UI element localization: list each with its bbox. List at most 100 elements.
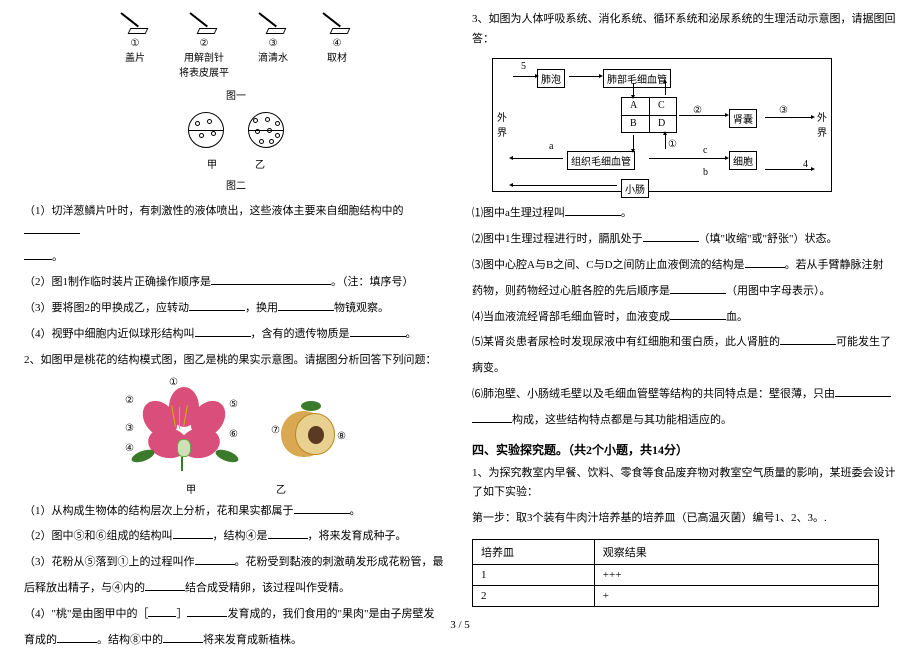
label-jia: 甲	[207, 156, 217, 171]
blank[interactable]	[643, 230, 699, 242]
step3-num: ③	[269, 38, 278, 49]
blank[interactable]	[148, 605, 176, 617]
p1: （1）从构成生物体的结构层次上分析，花和果实都属于。	[24, 502, 448, 522]
arrow	[513, 158, 563, 159]
fig2-caption: 图二	[24, 177, 448, 192]
step3-label: 滴清水	[258, 49, 288, 64]
page-number: 3 / 5	[0, 619, 920, 631]
blank[interactable]	[195, 325, 251, 337]
box-feicap: 肺部毛细血管	[603, 69, 671, 88]
heart-D: D	[658, 118, 665, 129]
step1-label: 盖片	[125, 49, 145, 64]
label-yi: 乙	[255, 156, 265, 171]
q1-end: 。	[24, 248, 448, 268]
q3: （3）要将图2的甲换成乙，应转动，换用物镜观察。	[24, 299, 448, 319]
th1: 培养皿	[473, 540, 595, 565]
lbl-a: a	[549, 141, 553, 152]
arrow	[765, 117, 811, 118]
blank[interactable]	[24, 222, 80, 234]
page: ①盖片 ②用解剖针 将表皮展平 ③滴清水 ④取材 图一	[0, 0, 920, 637]
blank[interactable]	[268, 527, 308, 539]
peach-labels: 甲 乙	[24, 481, 448, 496]
exp-intro: 1、为探究教室内早餐、饮料、零食等食品废弃物对教室空气质量的影响，某班委会设计了…	[472, 464, 896, 504]
lbl-1: ①	[169, 377, 178, 388]
step1: 第一步：取3个装有牛肉汁培养基的培养皿（已高温灭菌）编号1、2、3。.	[472, 509, 896, 529]
blank[interactable]	[294, 502, 350, 514]
arrow	[569, 76, 599, 77]
box-zuzhi: 组织毛细血管	[567, 151, 635, 170]
lbl-5: 5	[521, 61, 526, 72]
blank[interactable]	[195, 553, 235, 565]
blank[interactable]	[278, 299, 334, 311]
step1-num: ①	[131, 38, 140, 49]
table-row: 1 +++	[473, 565, 879, 586]
blank[interactable]	[350, 325, 406, 337]
table-row: 2 +	[473, 586, 879, 607]
lbl-3: ③	[779, 105, 788, 116]
flower-jia: ① ② ③ ④ ⑤ ⑥	[131, 381, 241, 471]
r4: ⑷当血液流经肾部毛细血管时，血液变成血。	[472, 308, 896, 328]
step-4: ④取材	[317, 10, 357, 79]
blank[interactable]	[189, 299, 245, 311]
r1c1: 1	[473, 565, 595, 586]
fig1-caption: 图一	[24, 87, 448, 102]
blank[interactable]	[670, 308, 726, 320]
blank[interactable]	[835, 385, 891, 397]
peach-figure: ① ② ③ ④ ⑤ ⑥ ⑦ ⑧	[24, 381, 448, 471]
figure-2-circles	[24, 112, 448, 148]
blank[interactable]	[670, 282, 726, 294]
section4-heading: 四、实验探究题。（共2个小题，共14分）	[472, 441, 896, 458]
arrow	[633, 135, 634, 149]
figure-1-steps: ①盖片 ②用解剖针 将表皮展平 ③滴清水 ④取材	[24, 10, 448, 79]
lbl-2: ②	[125, 395, 134, 406]
lbl-b: b	[703, 167, 708, 178]
cell-yi	[248, 112, 284, 148]
blank[interactable]	[187, 605, 227, 617]
table-row: 培养皿 观察结果	[473, 540, 879, 565]
blank[interactable]	[173, 527, 213, 539]
blank[interactable]	[780, 333, 836, 345]
p4b: 育成的。结构⑧中的将来发育成新植株。	[24, 631, 448, 650]
results-table: 培养皿 观察结果 1 +++ 2 +	[472, 539, 879, 607]
box-xiaochang: 小肠	[621, 179, 649, 198]
r3a: ⑶图中心腔A与B之间、C与D之间防止血液倒流的结构是。若从手臂静脉注射	[472, 256, 896, 276]
r1: ⑴图中a生理过程叫。	[472, 204, 896, 224]
lbl-c: c	[703, 145, 707, 156]
lbl-7: ⑦	[271, 425, 280, 436]
right-column: 3、如图为人体呼吸系统、消化系统、循环系统和泌尿系统的生理活动示意图，请据图回答…	[472, 10, 896, 607]
slide-icon	[317, 10, 357, 38]
arrow	[513, 76, 535, 77]
heart-B: B	[630, 118, 637, 129]
r6a: ⑹肺泡壁、小肠绒毛壁以及毛细血管壁等结构的共同特点是：壁很薄，只由	[472, 385, 896, 405]
waijie-right: 外 界	[817, 109, 827, 139]
p3b: 后释放出精子，与④内的结合成受精卵，该过程叫作受精。	[24, 579, 448, 599]
peach-yi: 乙	[276, 481, 286, 496]
r1c2: +++	[594, 565, 878, 586]
blank[interactable]	[145, 579, 185, 591]
intro3: 3、如图为人体呼吸系统、消化系统、循环系统和泌尿系统的生理活动示意图，请据图回答…	[472, 10, 896, 50]
waijie-left: 外 界	[497, 109, 507, 139]
heart-C: C	[658, 100, 665, 111]
cell-jia	[188, 112, 224, 148]
box-shennang: 肾囊	[729, 109, 757, 128]
arrow	[679, 115, 725, 116]
arrow	[665, 83, 666, 95]
left-column: ①盖片 ②用解剖针 将表皮展平 ③滴清水 ④取材 图一	[24, 10, 448, 607]
q4: （4）视野中细胞内近似球形结构叫，含有的遗传物质是。	[24, 325, 448, 345]
step-2: ②用解剖针 将表皮展平	[179, 10, 229, 79]
q1: （1）切洋葱鳞片叶时，有刺激性的液体喷出，这些液体主要来自细胞结构中的	[24, 202, 448, 242]
r2c1: 2	[473, 586, 595, 607]
step-1: ①盖片	[115, 10, 155, 79]
step2-label: 用解剖针 将表皮展平	[179, 49, 229, 79]
r2: ⑵图中1生理过程进行时，膈肌处于（填"收缩"或"舒张"）状态。	[472, 230, 896, 250]
step4-label: 取材	[327, 49, 347, 64]
slide-icon	[184, 10, 224, 38]
p3a: （3）花粉从⑤落到①上的过程叫作。花粉受到黏液的刺激萌发形成花粉管，最	[24, 553, 448, 573]
blank[interactable]	[211, 273, 331, 285]
slide-icon	[253, 10, 293, 38]
blank[interactable]	[24, 248, 52, 260]
blank[interactable]	[745, 256, 785, 268]
p2: （2）图中⑤和⑥组成的结构叫，结构④是，将来发育成种子。	[24, 527, 448, 547]
blank[interactable]	[565, 204, 621, 216]
blank[interactable]	[472, 411, 512, 423]
